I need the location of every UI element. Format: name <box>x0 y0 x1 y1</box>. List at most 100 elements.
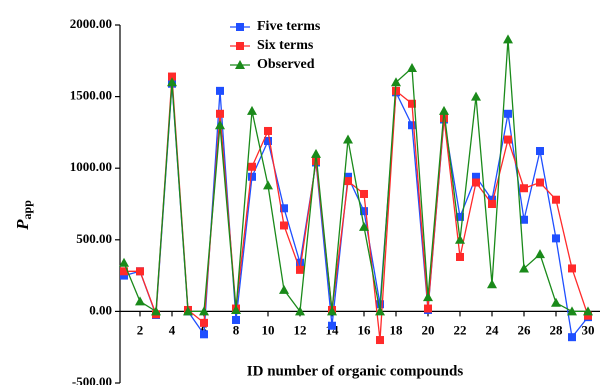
data-point <box>552 195 560 204</box>
data-point <box>488 195 496 204</box>
data-point <box>296 265 304 274</box>
data-point <box>456 212 464 221</box>
y-tick-label: 0.00 <box>89 302 112 317</box>
x-tick-label: 26 <box>518 322 532 337</box>
x-tick-label: 18 <box>390 322 404 337</box>
data-point <box>423 292 433 302</box>
data-point <box>504 109 512 118</box>
x-tick-label: 12 <box>294 322 307 337</box>
data-point <box>488 200 496 208</box>
legend: Five terms Six terms Observed <box>230 19 321 72</box>
data-point <box>327 306 337 316</box>
data-point <box>200 330 208 339</box>
data-point <box>344 172 352 181</box>
legend-marker <box>236 42 244 50</box>
data-point <box>535 249 545 259</box>
data-point <box>264 126 272 135</box>
y-tick-label: -500.00 <box>72 374 112 385</box>
data-point <box>472 178 480 187</box>
data-point <box>200 318 208 327</box>
data-point <box>120 271 128 280</box>
x-tick-label: 24 <box>486 322 500 337</box>
data-point <box>583 306 593 316</box>
y-axis-label-sub: app <box>20 200 34 220</box>
data-point <box>567 306 577 316</box>
y-axis-label-main: P <box>13 219 32 231</box>
data-point <box>391 77 401 87</box>
data-point <box>471 91 481 101</box>
data-point <box>279 284 289 294</box>
x-tick-label: 20 <box>422 322 435 337</box>
data-point <box>568 333 576 342</box>
data-point <box>568 264 576 273</box>
x-tick-label: 28 <box>550 322 564 337</box>
legend-marker <box>236 23 244 31</box>
y-tick-label: 500.00 <box>76 231 112 246</box>
x-tick-label: 8 <box>233 322 240 337</box>
data-point <box>151 306 161 316</box>
y-tick-label: 1000.00 <box>70 159 112 174</box>
legend-label: Observed <box>257 57 315 72</box>
data-point <box>344 177 352 186</box>
data-point <box>503 34 513 44</box>
data-point <box>168 72 176 81</box>
x-tick-label: 16 <box>358 322 372 337</box>
data-point <box>519 263 529 273</box>
data-point <box>312 157 320 166</box>
data-point <box>248 172 256 181</box>
data-point <box>520 215 528 224</box>
data-point <box>536 147 544 156</box>
data-point <box>439 105 449 115</box>
x-tick-label: 22 <box>454 322 467 337</box>
data-point <box>552 234 560 243</box>
y-tick-label: 1500.00 <box>70 88 112 103</box>
data-point <box>216 86 224 95</box>
data-point <box>136 267 144 276</box>
data-point <box>183 306 193 316</box>
x-tick-label: 2 <box>137 322 144 337</box>
data-point <box>119 257 129 267</box>
data-point <box>359 221 369 231</box>
data-point <box>584 311 592 320</box>
data-point <box>231 304 241 314</box>
series-line <box>123 39 588 314</box>
data-point <box>408 99 416 108</box>
series-line <box>123 83 589 339</box>
data-point <box>424 304 432 313</box>
data-point <box>215 120 225 130</box>
x-axis-label: ID number of organic compounds <box>247 363 464 379</box>
data-point <box>216 109 224 118</box>
legend-label: Six terms <box>257 38 314 53</box>
data-point <box>167 77 177 87</box>
x-tick-label: 10 <box>262 322 275 337</box>
legend-marker <box>235 60 245 69</box>
data-point <box>360 189 368 198</box>
data-point <box>232 315 240 324</box>
data-point <box>376 336 384 345</box>
data-point <box>199 306 209 316</box>
data-point <box>295 306 305 316</box>
y-tick-label: 2000.00 <box>70 16 112 31</box>
data-point <box>472 172 480 181</box>
data-point <box>375 306 385 316</box>
data-point <box>456 252 464 261</box>
data-point <box>328 321 336 330</box>
data-point <box>536 178 544 187</box>
data-point <box>407 62 417 72</box>
data-point <box>551 297 561 307</box>
data-point <box>263 180 273 190</box>
data-point <box>343 134 353 144</box>
data-point <box>487 279 497 289</box>
x-tick-label: 4 <box>169 322 176 337</box>
data-point <box>504 135 512 144</box>
data-point <box>311 148 321 158</box>
data-point <box>264 136 272 145</box>
data-point <box>248 162 256 171</box>
data-point <box>280 221 288 230</box>
data-point <box>520 184 528 193</box>
data-point <box>360 207 368 216</box>
series-line <box>124 76 589 341</box>
data-point <box>247 105 257 115</box>
legend-label: Five terms <box>257 19 321 34</box>
